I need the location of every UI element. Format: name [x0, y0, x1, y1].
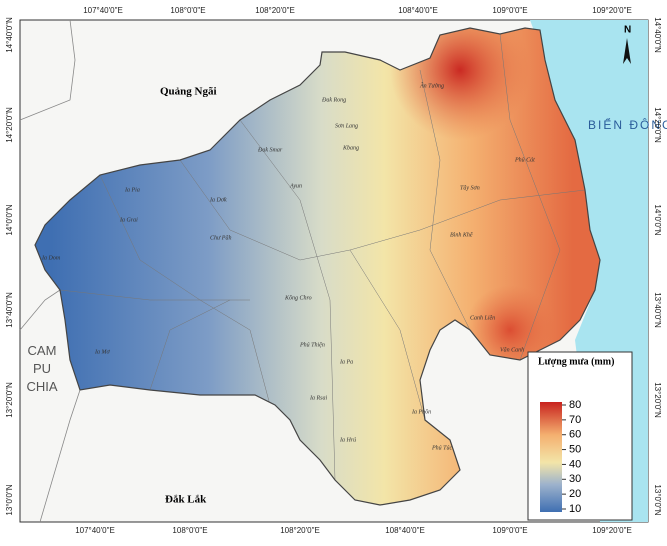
coordinate-label: 13°40'0"N [653, 292, 662, 328]
coordinate-label: 14°40'0"N [653, 17, 662, 53]
coordinate-label: 108°20'0"E [280, 526, 320, 535]
legend-colorbar [540, 402, 562, 512]
region-label: Đắk Lắk [165, 494, 207, 506]
legend-tick-label: 80 [569, 399, 581, 411]
commune-label: Tây Sơn [460, 185, 480, 191]
coordinate-label: 108°40'0"E [385, 526, 425, 535]
commune-label: Ia Hrú [339, 437, 356, 443]
commune-label: Canh Liên [470, 315, 495, 321]
coordinate-label: 109°0'0"E [492, 6, 527, 15]
commune-label: Kông Chro [284, 295, 312, 301]
commune-label: Phú Túc [431, 445, 453, 451]
commune-border [59, 33, 586, 481]
legend-tick-label: 30 [569, 473, 581, 485]
commune-label: Bình Khê [450, 232, 473, 238]
coordinate-label: 14°0'0"N [5, 204, 14, 235]
commune-label: Ia Pia [124, 187, 140, 193]
coordinate-label: 107°40'0"E [83, 6, 123, 15]
region-label: CAM PU CHIA [26, 343, 57, 394]
coordinate-label: 108°0'0"E [170, 6, 205, 15]
commune-label: Kbang [342, 145, 359, 151]
commune-label: Đak Smar [257, 147, 283, 153]
coordinate-label: 109°20'0"E [592, 6, 632, 15]
north-arrow-icon [623, 38, 631, 64]
commune-label: Ia Pnôn [411, 409, 431, 415]
legend: Lượng mưa (mm) [527, 351, 633, 521]
coordinate-label: 107°40'0"E [75, 526, 115, 535]
coordinate-label: 108°40'0"E [398, 6, 438, 15]
coordinate-label: 13°40'0"N [5, 292, 14, 328]
country-border [19, 19, 81, 523]
legend-tick-label: 50 [569, 443, 581, 455]
coordinate-label: 109°20'0"E [592, 526, 632, 535]
north-arrow-label: N [624, 25, 631, 36]
coordinate-label: 14°20'0"N [653, 107, 662, 143]
commune-label: Ayun [289, 183, 302, 189]
coordinate-label: 14°40'0"N [5, 17, 14, 53]
commune-label: Ia Pa [339, 359, 353, 365]
legend-tick-label: 10 [569, 503, 581, 515]
legend-tick-label: 20 [569, 488, 581, 500]
coordinate-label: 109°0'0"E [492, 526, 527, 535]
commune-label: Ia Dơk [209, 197, 227, 203]
coordinate-label: 108°20'0"E [255, 6, 295, 15]
commune-label: Vân Canh [500, 347, 524, 353]
commune-label: Ia Grai [119, 217, 138, 223]
coordinate-label: 14°0'0"N [653, 204, 662, 235]
region-label: Quảng Ngãi [160, 86, 217, 98]
legend-tick-label: 60 [569, 429, 581, 441]
coordinate-label: 13°0'0"N [5, 484, 14, 515]
commune-label: Chư Păh [210, 235, 231, 241]
coordinate-label: 14°20'0"N [5, 107, 14, 143]
legend-tick-label: 40 [569, 458, 581, 470]
north-arrow: N [623, 25, 631, 64]
commune-label: Ia Mơ [94, 349, 110, 355]
commune-label: Đak Rong [321, 97, 346, 103]
coordinate-label: 13°20'0"N [5, 382, 14, 418]
coordinate-label: 13°20'0"N [653, 382, 662, 418]
region-label: BIỂN ĐÔNG [588, 117, 667, 132]
coordinate-label: 13°0'0"N [653, 484, 662, 515]
commune-label: Ân Tường [419, 81, 444, 89]
commune-label: Ia Dom [41, 255, 61, 261]
commune-label: Sơn Lang [335, 123, 358, 129]
legend-tick-label: 70 [569, 414, 581, 426]
commune-label: Ia Rsai [309, 395, 327, 401]
coordinate-label: 108°0'0"E [172, 526, 207, 535]
commune-label: Phù Cát [514, 157, 535, 163]
legend-title: Lượng mưa (mm) [538, 356, 614, 367]
commune-label: Phú Thiện [299, 342, 325, 348]
